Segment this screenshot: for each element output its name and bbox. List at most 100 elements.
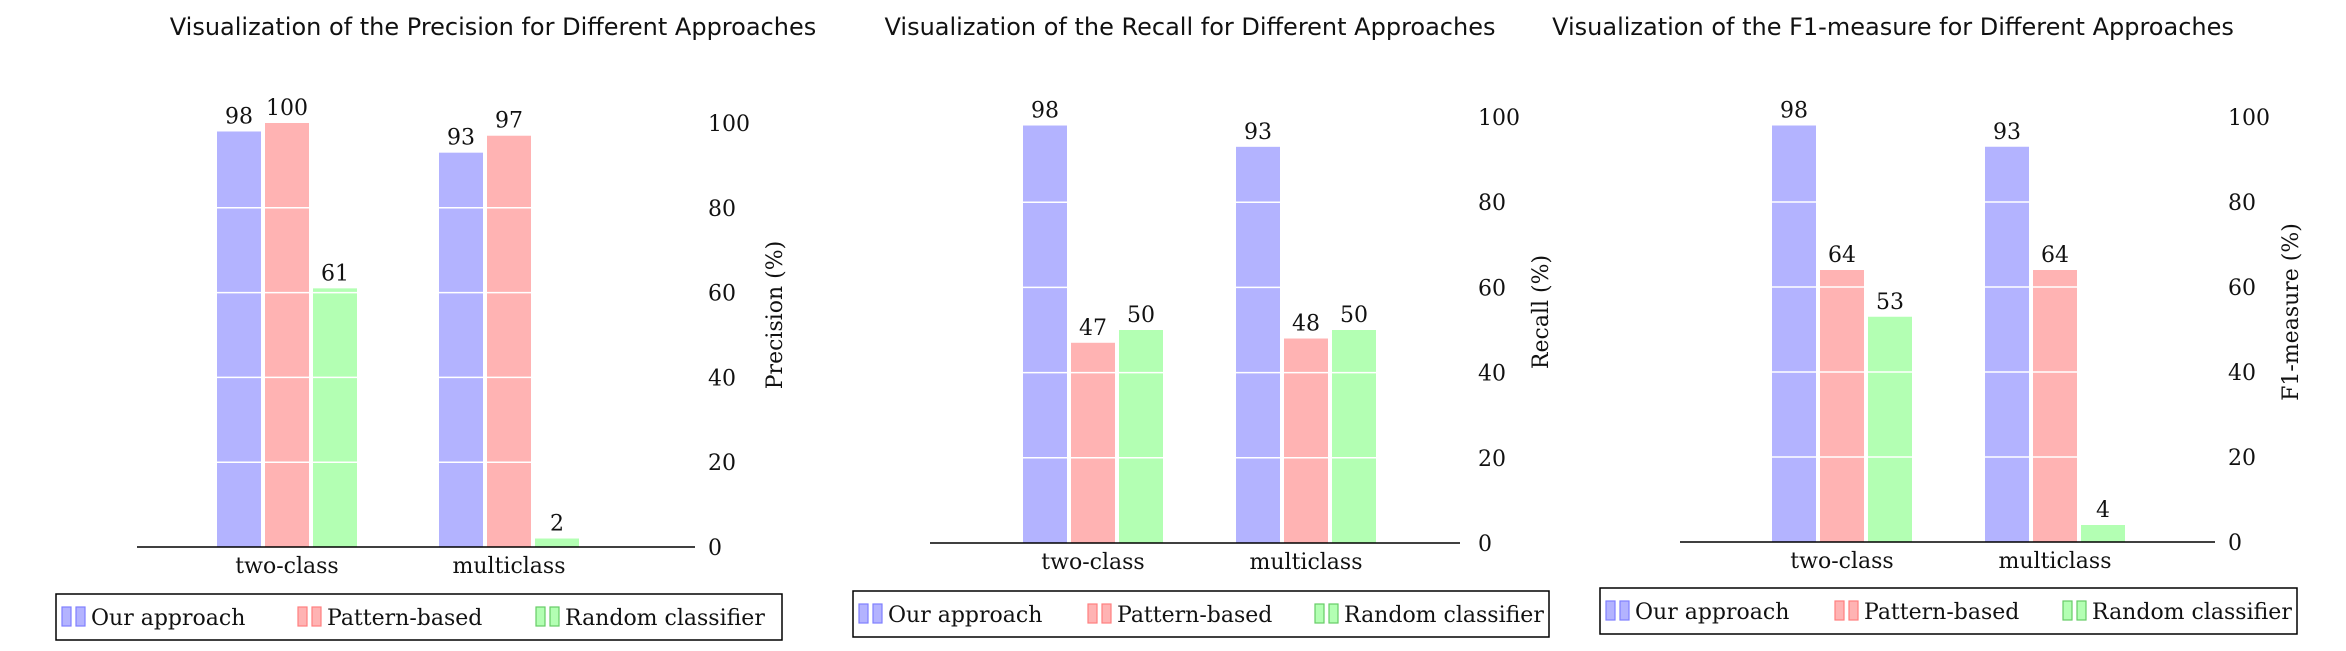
legend: Our approach Pattern-based Random classifi…	[55, 593, 783, 641]
bar	[487, 135, 531, 547]
chart-panel-precision: Visualization of the Precision for Diffe…	[55, 13, 816, 641]
legend-swatch	[1328, 603, 1339, 624]
legend-swatch	[535, 606, 546, 627]
y-tick-label: 20	[1478, 447, 1506, 472]
y-axis-label: Precision (%)	[763, 241, 788, 390]
bar	[439, 152, 483, 547]
y-axis-label: Recall (%)	[1529, 255, 1554, 369]
legend: Our approach Pattern-based Random classifi…	[852, 590, 1550, 638]
bar	[1071, 342, 1115, 543]
legend-swatch	[1605, 600, 1616, 621]
y-tick-label: 100	[1478, 106, 1520, 131]
data-label: 61	[321, 261, 349, 286]
legend-swatch	[549, 606, 560, 627]
bar	[1236, 146, 1280, 543]
bar	[1820, 270, 1864, 542]
data-label: 100	[266, 96, 308, 121]
legend-swatch	[2076, 600, 2087, 621]
legend-swatch	[858, 603, 869, 624]
data-label: 97	[495, 109, 523, 134]
data-label: 50	[1127, 303, 1155, 328]
legend-swatch	[61, 606, 72, 627]
bar	[1023, 125, 1067, 544]
legend-swatch	[1101, 603, 1112, 624]
plot-area: 98 93 47 48 50 50 two-class multiclass 0 20 40 60 80…	[930, 99, 1520, 575]
y-tick-label: 40	[1478, 362, 1506, 387]
chart-title: Visualization of the F1-measure for Diff…	[1552, 13, 2234, 41]
legend-swatch	[872, 603, 883, 624]
chart-title: Visualization of the Precision for Diffe…	[170, 13, 816, 41]
legend-entry: Our approach	[888, 603, 1042, 628]
data-label: 48	[1292, 312, 1320, 337]
y-tick-label: 100	[2228, 106, 2270, 131]
legend: Our approach Pattern-based Random classifi…	[1599, 587, 2298, 635]
category-label: multiclass	[1999, 549, 2112, 574]
category-label: multiclass	[1250, 550, 1363, 575]
plot-area: 98 93 100 97 61 2 two-class multiclass 0 20 40 60 80…	[137, 96, 750, 579]
chart-title: Visualization of the Recall for Differen…	[885, 13, 1496, 41]
bar	[535, 538, 579, 547]
data-label: 64	[2041, 243, 2069, 268]
legend-box	[1599, 587, 2298, 635]
y-tick-label: 20	[708, 451, 736, 476]
y-tick-label: 80	[2228, 191, 2256, 216]
bar	[1284, 338, 1328, 543]
data-label: 93	[1993, 120, 2021, 145]
legend-swatch	[297, 606, 308, 627]
legend-swatch	[75, 606, 86, 627]
chart-panel-f1: Visualization of the F1-measure for Diff…	[1552, 13, 2304, 635]
legend-entry: Pattern-based	[1117, 603, 1272, 628]
bar	[1119, 330, 1163, 543]
legend-entry: Our approach	[91, 606, 245, 631]
data-label: 53	[1876, 290, 1904, 315]
y-tick-label: 20	[2228, 446, 2256, 471]
y-tick-label: 0	[708, 536, 722, 561]
legend-box	[55, 593, 783, 641]
y-tick-label: 80	[708, 197, 736, 222]
category-label: two-class	[235, 554, 338, 579]
legend-entry: Pattern-based	[1864, 600, 2019, 625]
legend-swatch	[1848, 600, 1859, 621]
y-tick-label: 60	[708, 282, 736, 307]
bar	[1868, 316, 1912, 542]
data-label: 98	[1031, 99, 1059, 124]
legend-swatch	[311, 606, 322, 627]
data-label: 98	[1780, 99, 1808, 124]
legend-entry: Random classifier	[565, 606, 765, 631]
category-label: multiclass	[453, 554, 566, 579]
bar	[313, 288, 357, 547]
bar	[217, 131, 261, 548]
bar	[2081, 525, 2125, 542]
category-label: two-class	[1790, 549, 1893, 574]
y-tick-label: 40	[708, 366, 736, 391]
y-tick-label: 60	[1478, 276, 1506, 301]
legend-box	[852, 590, 1550, 638]
data-label: 93	[447, 126, 475, 151]
data-label: 98	[225, 104, 253, 129]
data-label: 2	[550, 512, 564, 537]
data-label: 47	[1079, 316, 1107, 341]
category-label: two-class	[1041, 550, 1144, 575]
y-tick-label: 40	[2228, 361, 2256, 386]
y-axis-label: F1-measure (%)	[2279, 223, 2304, 401]
y-tick-label: 0	[1478, 532, 1492, 557]
y-tick-label: 80	[1478, 191, 1506, 216]
bar	[2033, 270, 2077, 542]
legend-entry: Random classifier	[1344, 603, 1544, 628]
chart-panel-recall: Visualization of the Recall for Differen…	[852, 13, 1554, 638]
legend-entry: Pattern-based	[327, 606, 482, 631]
legend-swatch	[1619, 600, 1630, 621]
y-tick-label: 60	[2228, 276, 2256, 301]
data-label: 93	[1244, 120, 1272, 145]
legend-swatch	[1834, 600, 1845, 621]
legend-swatch	[1314, 603, 1325, 624]
bar	[1332, 330, 1376, 543]
y-tick-label: 100	[708, 112, 750, 137]
plot-area: 98 93 64 64 53 4 two-class multiclass 0 20 40 60 80 1…	[1680, 99, 2270, 574]
y-tick-label: 0	[2228, 531, 2242, 556]
legend-swatch	[1087, 603, 1098, 624]
legend-swatch	[2062, 600, 2073, 621]
bar	[265, 123, 309, 547]
data-label: 50	[1340, 303, 1368, 328]
